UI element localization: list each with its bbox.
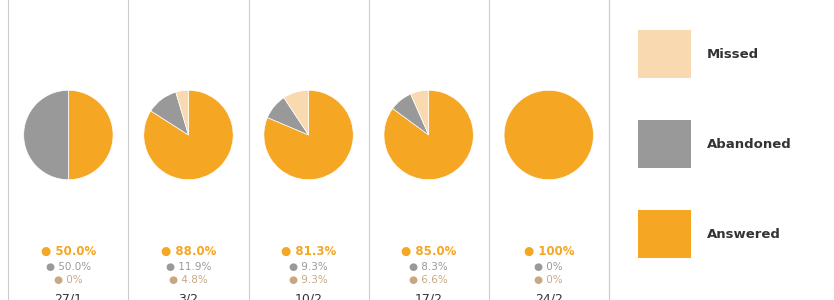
Text: 3/2: 3/2 xyxy=(178,292,198,300)
Text: ● 0%: ● 0% xyxy=(535,262,563,272)
Text: ● 0%: ● 0% xyxy=(535,275,563,285)
Wedge shape xyxy=(264,90,354,180)
Wedge shape xyxy=(384,90,474,180)
FancyBboxPatch shape xyxy=(638,210,691,258)
Text: ● 8.3%: ● 8.3% xyxy=(409,262,448,272)
Text: 24/2: 24/2 xyxy=(535,292,563,300)
Wedge shape xyxy=(504,90,594,180)
Text: ● 88.0%: ● 88.0% xyxy=(161,244,216,257)
Text: ● 50.0%: ● 50.0% xyxy=(41,244,96,257)
Wedge shape xyxy=(176,90,188,135)
Text: 17/2: 17/2 xyxy=(414,292,443,300)
Text: ● 85.0%: ● 85.0% xyxy=(401,244,456,257)
Wedge shape xyxy=(410,90,429,135)
Text: 10/2: 10/2 xyxy=(294,292,323,300)
Text: Missed: Missed xyxy=(706,47,759,61)
Text: Answered: Answered xyxy=(706,227,781,241)
Text: ● 9.3%: ● 9.3% xyxy=(289,262,328,272)
Text: ● 50.0%: ● 50.0% xyxy=(46,262,91,272)
Wedge shape xyxy=(23,90,68,180)
Text: ● 4.8%: ● 4.8% xyxy=(169,275,208,285)
Wedge shape xyxy=(68,90,113,180)
Text: ● 81.3%: ● 81.3% xyxy=(281,244,336,257)
Text: ● 11.9%: ● 11.9% xyxy=(166,262,211,272)
Text: Abandoned: Abandoned xyxy=(706,137,791,151)
Wedge shape xyxy=(268,98,309,135)
FancyBboxPatch shape xyxy=(638,30,691,78)
Text: 27/1: 27/1 xyxy=(54,292,83,300)
Wedge shape xyxy=(151,92,188,135)
Text: ● 6.6%: ● 6.6% xyxy=(409,275,448,285)
FancyBboxPatch shape xyxy=(638,120,691,168)
Wedge shape xyxy=(393,94,429,135)
Wedge shape xyxy=(143,90,234,180)
Text: ● 9.3%: ● 9.3% xyxy=(289,275,328,285)
Text: ● 0%: ● 0% xyxy=(54,275,83,285)
Text: ● 100%: ● 100% xyxy=(524,244,574,257)
Wedge shape xyxy=(284,90,309,135)
